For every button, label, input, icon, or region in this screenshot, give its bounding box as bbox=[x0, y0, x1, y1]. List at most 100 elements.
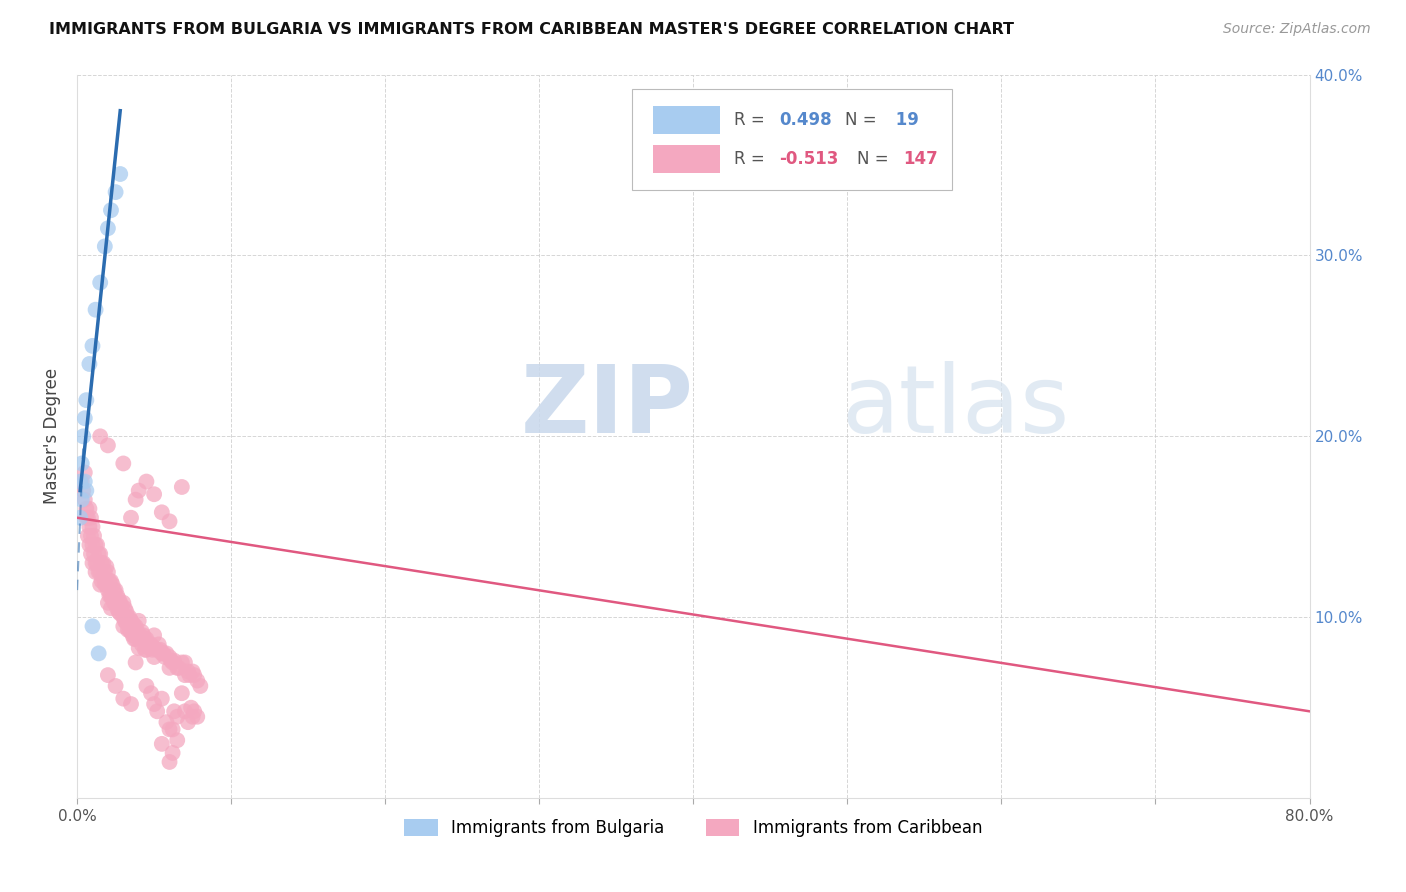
Point bbox=[90, 574, 112, 588]
Point bbox=[118, 623, 141, 637]
Point bbox=[138, 640, 160, 655]
Point bbox=[79, 357, 101, 371]
Point bbox=[163, 704, 186, 718]
Point bbox=[110, 607, 132, 621]
Point bbox=[170, 686, 193, 700]
Point bbox=[115, 615, 138, 630]
Point bbox=[89, 577, 111, 591]
Point bbox=[114, 601, 136, 615]
Point bbox=[89, 547, 111, 561]
Point bbox=[87, 547, 110, 561]
Point bbox=[124, 492, 146, 507]
Point bbox=[101, 577, 124, 591]
Point bbox=[107, 605, 129, 619]
Point bbox=[150, 737, 173, 751]
Point bbox=[124, 656, 146, 670]
Text: ZIP: ZIP bbox=[520, 361, 693, 453]
Point bbox=[80, 529, 103, 543]
Point bbox=[124, 619, 146, 633]
Point bbox=[128, 483, 150, 498]
Point bbox=[97, 565, 120, 579]
Bar bbox=[652, 106, 720, 134]
Text: IMMIGRANTS FROM BULGARIA VS IMMIGRANTS FROM CARIBBEAN MASTER'S DEGREE CORRELATIO: IMMIGRANTS FROM BULGARIA VS IMMIGRANTS F… bbox=[49, 22, 1014, 37]
Point bbox=[82, 619, 104, 633]
Point bbox=[160, 654, 183, 668]
Point bbox=[94, 577, 117, 591]
Point bbox=[104, 583, 127, 598]
Point bbox=[97, 596, 120, 610]
Point bbox=[101, 592, 124, 607]
Point bbox=[86, 538, 108, 552]
Point bbox=[183, 704, 205, 718]
Point bbox=[80, 547, 103, 561]
Point bbox=[83, 529, 105, 543]
Point bbox=[120, 510, 142, 524]
Point bbox=[143, 697, 166, 711]
Point bbox=[152, 647, 174, 661]
Point bbox=[167, 661, 190, 675]
Point bbox=[177, 665, 200, 679]
Point bbox=[72, 429, 94, 443]
Point bbox=[100, 574, 122, 588]
Point bbox=[143, 628, 166, 642]
Point bbox=[105, 601, 128, 615]
Point bbox=[112, 691, 135, 706]
Point bbox=[124, 632, 146, 646]
Point bbox=[170, 656, 193, 670]
Bar bbox=[652, 145, 720, 173]
Point bbox=[121, 615, 143, 630]
Point bbox=[82, 538, 104, 552]
Point bbox=[159, 661, 181, 675]
Point bbox=[75, 510, 97, 524]
Point bbox=[117, 610, 139, 624]
Point bbox=[122, 619, 145, 633]
Point bbox=[162, 656, 184, 670]
Point bbox=[159, 723, 181, 737]
Point bbox=[100, 601, 122, 615]
Point bbox=[84, 556, 107, 570]
Point bbox=[135, 632, 157, 646]
Point bbox=[87, 647, 110, 661]
Text: R =: R = bbox=[734, 150, 770, 169]
Point bbox=[188, 679, 211, 693]
Point bbox=[89, 429, 111, 443]
Point bbox=[107, 592, 129, 607]
Point bbox=[149, 642, 172, 657]
Point bbox=[86, 556, 108, 570]
Point bbox=[104, 185, 127, 199]
Point bbox=[77, 510, 100, 524]
Point bbox=[73, 475, 96, 489]
Point bbox=[143, 487, 166, 501]
Point bbox=[139, 637, 162, 651]
Point bbox=[97, 221, 120, 235]
Text: N =: N = bbox=[858, 150, 894, 169]
Point bbox=[120, 624, 142, 639]
Point bbox=[155, 647, 177, 661]
Point bbox=[82, 520, 104, 534]
Point bbox=[159, 650, 181, 665]
Point bbox=[112, 596, 135, 610]
Point bbox=[117, 623, 139, 637]
Point bbox=[159, 755, 181, 769]
Point bbox=[155, 715, 177, 730]
Point bbox=[186, 673, 208, 688]
Point bbox=[127, 624, 149, 639]
Point bbox=[75, 483, 97, 498]
Point bbox=[150, 691, 173, 706]
Point bbox=[128, 640, 150, 655]
Point bbox=[110, 596, 132, 610]
Point bbox=[72, 483, 94, 498]
Point bbox=[122, 632, 145, 646]
Point bbox=[69, 510, 91, 524]
Point bbox=[79, 538, 101, 552]
Text: 147: 147 bbox=[903, 150, 938, 169]
Point bbox=[79, 520, 101, 534]
Legend: Immigrants from Bulgaria, Immigrants from Caribbean: Immigrants from Bulgaria, Immigrants fro… bbox=[398, 813, 988, 844]
Point bbox=[162, 746, 184, 760]
Point bbox=[82, 556, 104, 570]
Point bbox=[82, 339, 104, 353]
Point bbox=[180, 700, 202, 714]
Point bbox=[98, 589, 121, 603]
Point bbox=[179, 668, 201, 682]
Point bbox=[159, 514, 181, 528]
